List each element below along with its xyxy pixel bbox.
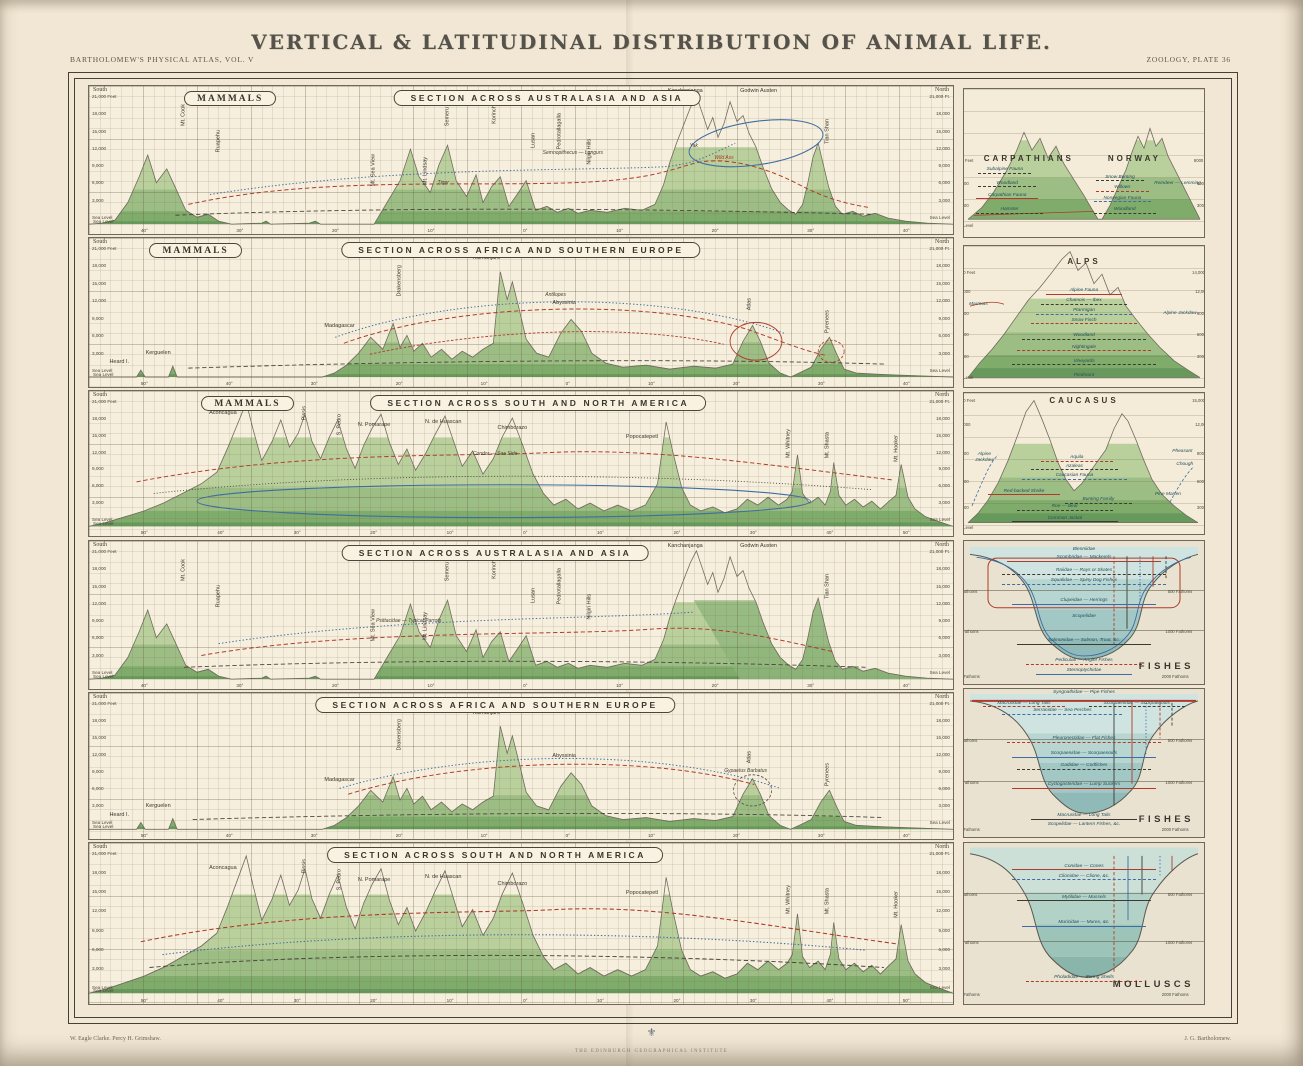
range-panel-carpathians-norway: CARPATHIANS NORWAY Subalpine Fauna Woodlan… <box>963 88 1205 238</box>
range-panel-alps: ALPS Marmots Alpine Fauna Chamois — Ibex Pt… <box>963 245 1205 388</box>
group-badge-mammals: MAMMALS <box>201 396 294 411</box>
depth-gridline <box>964 739 1204 741</box>
section-title: SECTION ACROSS AFRICA AND SOUTHERN EUROP… <box>315 697 675 713</box>
sea-level-label: Sea Level <box>93 371 114 377</box>
sea-level-label: Sea Level <box>93 218 114 224</box>
group-badge-mammals: MAMMALS <box>149 243 242 258</box>
sea-level-label: Sea Level <box>93 823 114 829</box>
south-label: South <box>93 844 108 850</box>
section-panel-australasia-asia-mammals: Mt. Cook Ruapehu Mt. Sea View Mt. Lindsay Se… <box>88 85 954 235</box>
group-badge-mammals: MAMMALS <box>184 91 277 106</box>
section-profile-australasia-asia <box>89 549 953 680</box>
basin-caption: FISHES <box>1138 814 1194 825</box>
thistle-emblem-icon: ⚜ <box>646 1027 657 1039</box>
basin-panel-molluscs: Conidae — Cones Clionidae — Clione, &c. My… <box>963 842 1205 1005</box>
section-panel-americas-mammals: Aconcagua Pissis S. Pedro N. Pomarape N. de … <box>88 390 954 537</box>
sea-level-label: Sea Level <box>93 987 114 993</box>
south-label: South <box>93 87 108 93</box>
depth-gridline <box>964 629 1204 631</box>
range-profile <box>967 127 1201 220</box>
north-label: North <box>935 87 949 93</box>
basin-panel-fishes-2: Syngnathidae — Pipe Fishes Macruridae — L… <box>963 688 1205 838</box>
range-profile <box>967 399 1199 524</box>
south-label: South <box>93 694 108 700</box>
range-profile <box>967 250 1201 378</box>
depth-gridline <box>964 941 1204 943</box>
section-panel-americas-birds: Aconcagua Pissis S. Pedro N. Pomarape N. de … <box>88 842 954 1005</box>
depth-gridline <box>964 892 1204 894</box>
range-panel-caucasus: CAUCASUS Alpine Jackdaw Pheasant Aquila Cho… <box>963 392 1205 535</box>
section-panel-australasia-asia-birds: Mt. Cook Ruapehu Mt. Sea View Mt. Lindsay Se… <box>88 540 954 690</box>
plate-number-label: ZOOLOGY, PLATE 36 <box>1146 55 1231 64</box>
depth-gridline <box>964 780 1204 782</box>
outer-frame <box>68 72 1238 1024</box>
south-label: South <box>93 392 108 398</box>
section-profile-africa-europe <box>89 725 953 830</box>
section-panel-africa-europe-mammals: Heard I.KerguelenDrakensbergMadagascarKi… <box>88 237 954 388</box>
plate-title: VERTICAL & LATITUDINAL DISTRIBUTION OF A… <box>251 30 1052 54</box>
north-label: North <box>935 542 949 548</box>
depth-gridline <box>964 589 1204 591</box>
sea-level-label: Sea Level <box>93 520 114 526</box>
inner-frame <box>74 78 1232 1018</box>
section-profile-americas <box>89 854 953 994</box>
section-profile-australasia-asia <box>89 94 953 225</box>
north-label: North <box>935 844 949 850</box>
ocean-basin <box>969 693 1199 814</box>
section-panel-africa-europe-birds: Heard I.KerguelenDrakensbergMadagascarKi… <box>88 692 954 840</box>
section-profile-americas <box>89 401 953 527</box>
section-title: SECTION ACROSS SOUTH AND NORTH AMERICA <box>327 847 664 863</box>
section-title: SECTION ACROSS SOUTH AND NORTH AMERICA <box>370 395 707 411</box>
author-credit-right: J. G. Bartholomew. <box>1184 1036 1231 1042</box>
sea-level-label: Sea Level <box>93 673 114 679</box>
basin-caption: MOLLUSCS <box>1112 979 1194 990</box>
south-label: South <box>93 542 108 548</box>
section-profile-africa-europe <box>89 271 953 378</box>
imprint-text: THE EDINBURGH GEOGRAPHICAL INSTITUTE <box>574 1049 729 1054</box>
basin-panel-fishes-1: Blenniidae Scombridae — Mackerels Raiidae … <box>963 540 1205 685</box>
section-title: SECTION ACROSS AUSTRALASIA AND ASIA <box>341 545 649 561</box>
section-title: SECTION ACROSS AFRICA AND SOUTHERN EUROP… <box>341 242 701 258</box>
publisher-imprint: ⚜ THE EDINBURGH GEOGRAPHICAL INSTITUTE <box>0 1026 1303 1057</box>
north-label: North <box>935 239 949 245</box>
north-label: North <box>935 694 949 700</box>
ocean-basin <box>969 546 1199 660</box>
ocean-basin <box>969 847 1199 978</box>
north-label: North <box>935 392 949 398</box>
section-title: SECTION ACROSS AUSTRALASIA AND ASIA <box>393 90 701 106</box>
author-credit-left: W. Eagle Clarke. Percy H. Grimshaw. <box>70 1036 161 1042</box>
south-label: South <box>93 239 108 245</box>
atlas-volume-label: BARTHOLOMEW'S PHYSICAL ATLAS, VOL. V <box>70 55 255 64</box>
basin-caption: FISHES <box>1138 661 1194 672</box>
